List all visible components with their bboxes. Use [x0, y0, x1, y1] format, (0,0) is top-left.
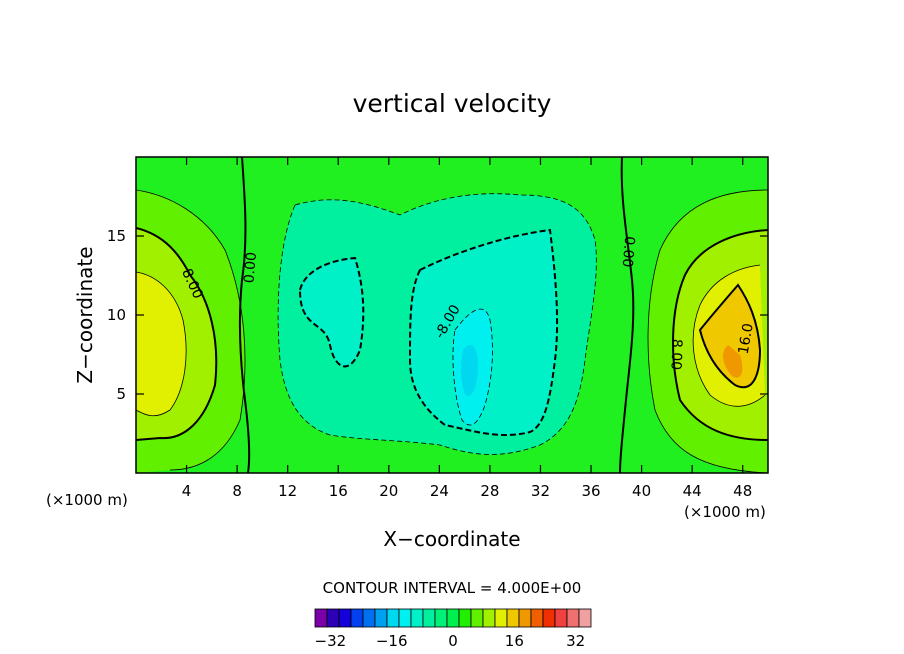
colorbar-swatch [566, 608, 580, 628]
contour-label: 8.00 [667, 339, 684, 371]
x-tick-label: 12 [278, 482, 297, 500]
x-tick-label: 4 [182, 482, 192, 500]
colorbar-swatch [422, 608, 436, 628]
contour-line-plus4-right [647, 189, 768, 473]
x-tick-label: 24 [430, 482, 449, 500]
contour-label-text: 0.00 [619, 235, 638, 267]
x-tick-label: 44 [683, 482, 702, 500]
colorbar-swatch [338, 608, 352, 628]
y-tick-label: 10 [107, 306, 126, 324]
colorbar-swatch [530, 608, 544, 628]
y-tick-label: 15 [107, 227, 126, 245]
contour-line-zero-left [238, 157, 251, 473]
x-tick-label: 28 [480, 482, 499, 500]
x-tick-label: 16 [329, 482, 348, 500]
contour-line-plus8-left [136, 227, 218, 441]
center-band-minus16 [461, 345, 478, 396]
colorbar-swatch [398, 608, 412, 628]
colorbar-swatch [458, 608, 472, 628]
x-tick-label: 8 [232, 482, 242, 500]
x-tick-label: 40 [632, 482, 651, 500]
colorbar: −32 −16 0 16 32 [314, 608, 592, 650]
y-tick-label: 5 [116, 385, 126, 403]
contour-line-zero-right [619, 157, 635, 473]
colorbar-swatch [506, 608, 520, 628]
colorbar-tick-label: −32 [315, 632, 347, 650]
x-axis-label: X−coordinate [383, 527, 520, 551]
colorbar-swatch [494, 608, 508, 628]
center-band-minus8-a [300, 258, 364, 367]
colorbar-swatch [578, 608, 592, 628]
contour-line-minus8-a [298, 256, 365, 368]
x-tick-label: 48 [733, 482, 752, 500]
contour-label: 0.00 [241, 251, 260, 283]
colorbar-tick-label: 0 [448, 632, 458, 650]
colorbar-swatch [350, 608, 364, 628]
colorbar-swatch [482, 608, 496, 628]
x-unit-right: (×1000 m) [684, 503, 766, 521]
x-tick-label: 20 [379, 482, 398, 500]
contour-line-minus8-b [408, 228, 559, 436]
left-band-12 [136, 272, 187, 416]
colorbar-swatch [362, 608, 376, 628]
colorbar-swatch [386, 608, 400, 628]
contour-line-plus12-left [136, 271, 187, 417]
contour-line-plus4-left [136, 189, 246, 471]
contour-line-plus8-right [672, 229, 768, 441]
colorbar-swatch [542, 608, 556, 628]
right-band-20 [723, 345, 743, 378]
contour-field: 8.00 0.00-8.000.008.00 16.0 [136, 157, 768, 473]
colorbar-swatch [326, 608, 340, 628]
colorbar-swatch [518, 608, 532, 628]
x-tick-label: 32 [531, 482, 550, 500]
colorbar-swatch [434, 608, 448, 628]
colorbar-tick-label: −16 [376, 632, 408, 650]
x-tick-label: 36 [581, 482, 600, 500]
y-axis-label: Z−coordinate [73, 246, 97, 383]
x-unit-left: (×1000 m) [46, 491, 128, 509]
contour-label-text: 16.0 [736, 322, 757, 355]
contour-line-plus12-right [692, 264, 766, 407]
contour-line-minus12 [452, 308, 493, 426]
contour-label: 16.0 [736, 322, 757, 355]
right-band-16 [700, 285, 760, 388]
colorbar-swatch [314, 608, 328, 628]
contour-label-text: 8.00 [667, 339, 684, 371]
colorbar-swatch [470, 608, 484, 628]
colorbar-swatch [410, 608, 424, 628]
x-axis: 4 8 12 16 20 24 28 32 36 40 44 48 [182, 157, 752, 500]
contour-line-minus4 [277, 193, 597, 455]
colorbar-swatch [446, 608, 460, 628]
contour-label-text: 0.00 [241, 251, 260, 283]
colorbar-swatch [374, 608, 388, 628]
chart-title: vertical velocity [353, 89, 552, 118]
contour-line-plus16-right [698, 283, 762, 389]
contour-label: 0.00 [619, 235, 638, 267]
colorbar-tick-label: 32 [566, 632, 585, 650]
contour-labels: 8.00 0.00-8.000.008.00 16.0 [178, 235, 757, 370]
colorbar-swatch [554, 608, 568, 628]
contour-interval-text: CONTOUR INTERVAL = 4.000E+00 [323, 579, 582, 597]
colorbar-tick-label: 16 [505, 632, 524, 650]
y-axis: 5 10 15 [107, 227, 768, 403]
